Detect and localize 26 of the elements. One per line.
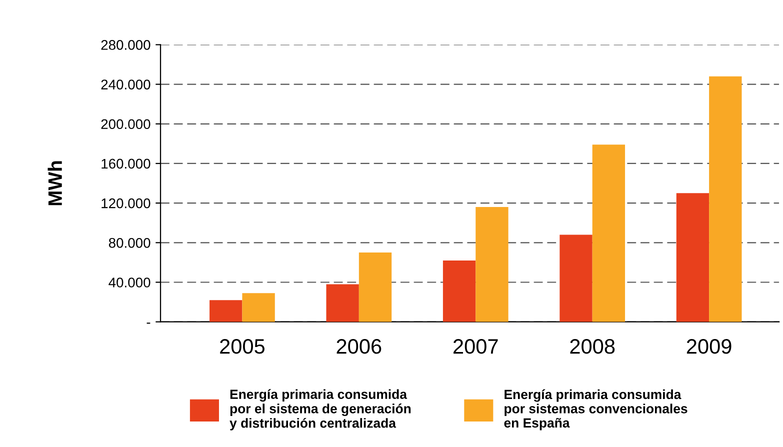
y-tick-label: 80.000 — [108, 238, 150, 248]
bar — [242, 293, 275, 322]
bar — [326, 284, 359, 322]
y-axis-title: MWh — [48, 161, 62, 206]
y-tick-label: 240.000 — [101, 80, 150, 90]
bar — [442, 260, 476, 322]
legend-label: Energía primaria consumida por sistemas convencionales en España — [504, 389, 688, 430]
bar — [560, 234, 592, 322]
bar — [592, 144, 626, 322]
y-tick-label: 40.000 — [108, 278, 150, 288]
x-tick-label: 2009 — [686, 339, 732, 354]
bar — [476, 207, 508, 322]
x-tick-label: 2005 — [220, 339, 265, 354]
y-tick-label: 280.000 — [101, 40, 150, 50]
bar — [676, 193, 710, 322]
legend-label: Energía primaria consumida por el sistema de generación y distribución centralizada — [230, 389, 411, 430]
y-tick-label: 200.000 — [101, 119, 150, 130]
bar — [210, 300, 242, 322]
y-tick-label: 120.000 — [102, 198, 150, 208]
x-tick-label: 2007 — [454, 339, 498, 354]
y-tick-label: 160.000 — [102, 158, 150, 169]
bar — [358, 252, 392, 322]
x-tick-label: 2008 — [570, 339, 615, 354]
bar — [709, 76, 742, 322]
x-tick-label: 2006 — [336, 339, 382, 354]
y-tick-label: - — [146, 322, 150, 324]
